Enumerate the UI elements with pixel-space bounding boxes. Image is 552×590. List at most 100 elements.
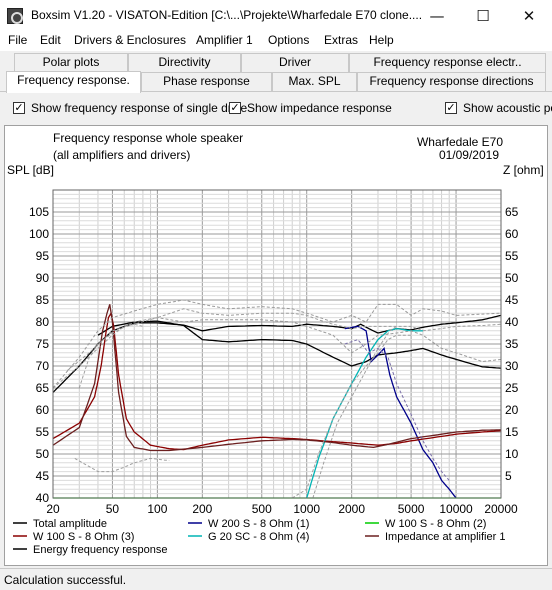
close-button[interactable]: ✕ — [522, 6, 536, 25]
y2-tick-label: 15 — [505, 425, 519, 439]
title-bar: Boxsim V1.20 - VISATON-Edition [C:\...\P… — [0, 0, 552, 31]
series-line-dashed — [291, 334, 412, 499]
y-tick-label: 55 — [36, 425, 50, 439]
acoustic-power-checkbox[interactable]: ✓ — [445, 101, 457, 114]
y-tick-label: 80 — [36, 315, 50, 329]
menu-bar: File Edit Drivers & Enclosures Amplifier… — [0, 31, 552, 51]
chart-series — [52, 299, 502, 499]
x-tick-label: 100 — [147, 502, 167, 516]
chart-date: 01/09/2019 — [439, 148, 499, 162]
single-drive-label: Show frequency response of single drive — [31, 101, 248, 115]
chart-svg: Frequency response whole speaker (all am… — [7, 131, 544, 556]
y-tick-label: 65 — [36, 381, 50, 395]
y2-tick-label: 50 — [505, 271, 519, 285]
menu-options[interactable]: Options — [268, 33, 310, 47]
chart-axes: 20 50 100 200 500 1000 2000 5000 10000 20000 40 45 5… — [29, 189, 519, 516]
chart-project-name: Wharfedale E70 — [417, 135, 503, 149]
y2-tick-label: 20 — [505, 403, 519, 417]
legend-label: Total amplitude — [33, 518, 107, 530]
series-line-g-20-sc-8-ohm-4 — [306, 327, 423, 499]
y-tick-label: 60 — [36, 403, 50, 417]
y-axis-right-label: Z [ohm] — [503, 163, 544, 177]
y2-tick-label: 25 — [505, 381, 519, 395]
legend-label: Impedance at amplifier 1 — [385, 531, 505, 543]
single-drive-checkbox[interactable]: ✓ — [13, 101, 25, 114]
frequency-response-chart: Frequency response whole speaker (all am… — [4, 125, 548, 566]
series-line-energy-frequency-response — [97, 320, 502, 369]
menu-edit[interactable]: Edit — [40, 33, 61, 47]
maximize-button[interactable]: ☐ — [476, 6, 490, 25]
x-tick-label: 20 — [46, 502, 60, 516]
tab-frequency-response-electr[interactable]: Frequency response electr.. — [349, 53, 546, 72]
chart-subtitle: (all amplifiers and drivers) — [53, 148, 190, 162]
x-tick-label: 200 — [192, 502, 212, 516]
series-line-impedance-at-amplifier-1 — [52, 304, 502, 452]
minimize-button[interactable]: — — [429, 6, 445, 25]
y2-tick-label: 55 — [505, 249, 519, 263]
x-tick-label: 20000 — [484, 502, 518, 516]
y2-tick-label: 45 — [505, 293, 519, 307]
y-tick-label: 95 — [36, 249, 50, 263]
y2-tick-label: 35 — [505, 337, 519, 351]
options-bar: ✓ Show frequency response of single driv… — [0, 95, 552, 123]
y-tick-label: 45 — [36, 469, 50, 483]
acoustic-power-label: Show acoustic po — [463, 101, 552, 115]
x-tick-label: 500 — [252, 502, 272, 516]
tab-phase-response[interactable]: Phase response — [141, 72, 272, 91]
tab-polar-plots[interactable]: Polar plots — [14, 53, 128, 72]
app-icon — [7, 8, 23, 24]
status-bar: Calculation successful. — [0, 568, 552, 590]
menu-help[interactable]: Help — [369, 33, 394, 47]
menu-amplifier[interactable]: Amplifier 1 — [196, 33, 253, 47]
series-line-dashed — [312, 325, 397, 499]
menu-file[interactable]: File — [8, 33, 28, 47]
series-line-dashed — [67, 317, 502, 371]
window-title: Boxsim V1.20 - VISATON-Edition [C:\...\P… — [31, 8, 423, 22]
legend-label: W 100 S - 8 Ohm (3) — [33, 531, 134, 543]
legend-label: G 20 SC - 8 Ohm (4) — [208, 531, 309, 543]
y2-tick-label: 5 — [505, 469, 512, 483]
tab-max-spl[interactable]: Max. SPL — [272, 72, 357, 91]
status-text: Calculation successful. — [4, 573, 127, 587]
x-tick-label: 2000 — [338, 502, 365, 516]
legend-label: Energy frequency response — [33, 544, 168, 556]
impedance-checkbox[interactable]: ✓ — [229, 101, 241, 114]
y-tick-label: 85 — [36, 293, 50, 307]
y-tick-label: 105 — [29, 205, 49, 219]
impedance-label: Show impedance response — [247, 101, 392, 115]
y2-tick-label: 60 — [505, 227, 519, 241]
series-line-dashed — [74, 457, 170, 473]
x-tick-label: 10000 — [439, 502, 473, 516]
y-tick-label: 90 — [36, 271, 50, 285]
x-tick-label: 5000 — [398, 502, 425, 516]
y2-tick-label: 40 — [505, 315, 519, 329]
series-line-w-200-s-8-ohm-1 — [344, 325, 457, 499]
tab-strip: Polar plots Directivity Driver Frequency… — [0, 51, 552, 93]
chart-grid — [52, 189, 502, 499]
legend-label: W 200 S - 8 Ohm (1) — [208, 518, 309, 530]
series-line-w-100-s-8-ohm-3 — [52, 311, 502, 451]
chart-title: Frequency response whole speaker — [53, 131, 243, 145]
plot-frame — [52, 189, 502, 499]
tab-driver[interactable]: Driver — [241, 53, 349, 72]
menu-extras[interactable]: Extras — [324, 33, 359, 47]
x-tick-label: 50 — [106, 502, 120, 516]
series-line-dashed — [52, 299, 502, 389]
y-axis-left-label: SPL [dB] — [7, 163, 54, 177]
y-tick-label: 50 — [36, 447, 50, 461]
y2-tick-label: 65 — [505, 205, 519, 219]
y-tick-label: 70 — [36, 359, 50, 373]
legend-label: W 100 S - 8 Ohm (2) — [385, 518, 486, 530]
tab-directivity[interactable]: Directivity — [128, 53, 241, 72]
series-line-dashed — [344, 339, 450, 481]
tab-frequency-response-directions[interactable]: Frequency response directions — [357, 72, 546, 91]
y-tick-label: 40 — [36, 491, 50, 505]
series-line-dashed — [78, 308, 502, 389]
menu-drivers-enclosures[interactable]: Drivers & Enclosures — [74, 33, 187, 47]
tab-frequency-response[interactable]: Frequency response. — [6, 71, 141, 93]
y-tick-label: 100 — [29, 227, 49, 241]
y2-tick-label: 30 — [505, 359, 519, 373]
x-tick-label: 1000 — [293, 502, 320, 516]
chart-legend: Total amplitude W 200 S - 8 Ohm (1) W 100 … — [13, 518, 505, 556]
y2-tick-label: 10 — [505, 447, 519, 461]
